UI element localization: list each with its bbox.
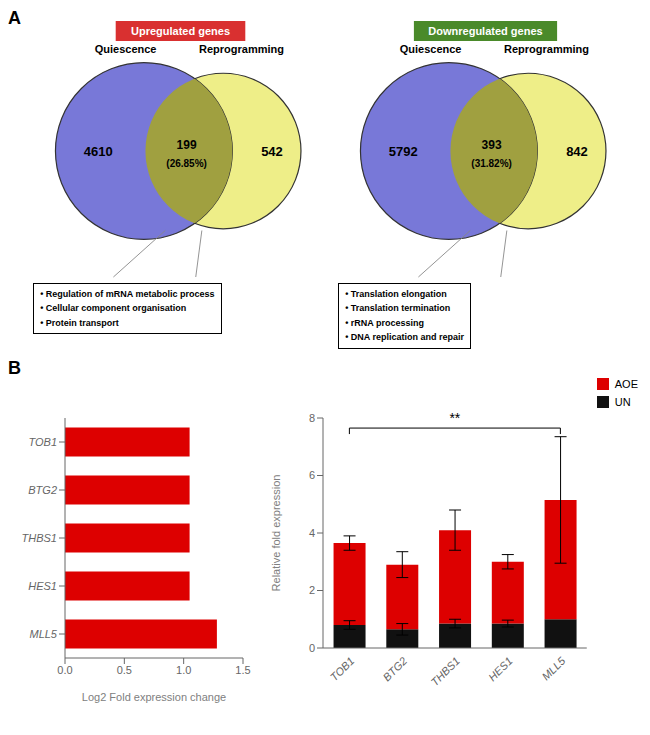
svg-text:**: ** bbox=[449, 410, 460, 426]
svg-text:TOB1: TOB1 bbox=[328, 655, 357, 684]
svg-text:6: 6 bbox=[309, 469, 315, 481]
svg-text:8: 8 bbox=[309, 412, 315, 424]
svg-text:Downregulated genes: Downregulated genes bbox=[428, 25, 542, 37]
svg-text:TOB1: TOB1 bbox=[28, 436, 57, 448]
svg-text:BTG2: BTG2 bbox=[28, 484, 57, 496]
html-text:UN: UN bbox=[614, 396, 631, 408]
svg-text:0: 0 bbox=[309, 642, 315, 654]
svg-text:THBS1: THBS1 bbox=[22, 532, 57, 544]
svg-text:Relative fold expression: Relative fold expression bbox=[270, 475, 282, 592]
html-text:B: B bbox=[8, 358, 21, 378]
html-text:• rRNA processing: • rRNA processing bbox=[345, 317, 424, 328]
svg-text:542: 542 bbox=[261, 144, 283, 159]
svg-text:MLL5: MLL5 bbox=[540, 654, 569, 683]
svg-text:MLL5: MLL5 bbox=[29, 628, 57, 640]
svg-text:(31.82%): (31.82%) bbox=[471, 158, 512, 169]
svg-text:Quiescence: Quiescence bbox=[400, 43, 462, 55]
html-text:AOE: AOE bbox=[614, 378, 638, 390]
svg-text:BTG2: BTG2 bbox=[380, 655, 409, 684]
html-text:• Protein transport: • Protein transport bbox=[40, 317, 119, 328]
svg-text:842: 842 bbox=[566, 144, 588, 159]
html-text:• Translation elongation: • Translation elongation bbox=[345, 289, 447, 299]
svg-text:HES1: HES1 bbox=[486, 655, 515, 684]
svg-text:4: 4 bbox=[309, 527, 315, 539]
svg-text:HES1: HES1 bbox=[28, 580, 57, 592]
svg-text:199: 199 bbox=[177, 138, 197, 152]
html-text:• Translation termination: • Translation termination bbox=[345, 303, 451, 314]
html-text:• Regulation of mRNA metabolic: • Regulation of mRNA metabolic process bbox=[40, 289, 215, 299]
svg-text:0.0: 0.0 bbox=[57, 664, 72, 676]
svg-text:4610: 4610 bbox=[84, 144, 113, 159]
svg-text:393: 393 bbox=[482, 138, 502, 152]
svg-text:Reprogramming: Reprogramming bbox=[199, 43, 284, 55]
svg-text:1.5: 1.5 bbox=[235, 664, 250, 676]
svg-text:Log2 Fold expression change: Log2 Fold expression change bbox=[82, 691, 226, 703]
svg-text:Quiescence: Quiescence bbox=[95, 43, 157, 55]
svg-text:5792: 5792 bbox=[389, 144, 418, 159]
svg-text:(26.85%): (26.85%) bbox=[166, 158, 207, 169]
html-text:A: A bbox=[8, 8, 21, 28]
svg-text:2: 2 bbox=[309, 584, 315, 596]
html-text:• Cellular component organisat: • Cellular component organisation bbox=[40, 303, 187, 314]
svg-text:1.0: 1.0 bbox=[176, 664, 191, 676]
svg-text:0.5: 0.5 bbox=[117, 664, 132, 676]
svg-text:Reprogramming: Reprogramming bbox=[504, 43, 589, 55]
svg-text:THBS1: THBS1 bbox=[428, 655, 462, 689]
html-text:• DNA replication and repair: • DNA replication and repair bbox=[345, 332, 464, 343]
svg-text:Upregulated genes: Upregulated genes bbox=[131, 25, 230, 37]
